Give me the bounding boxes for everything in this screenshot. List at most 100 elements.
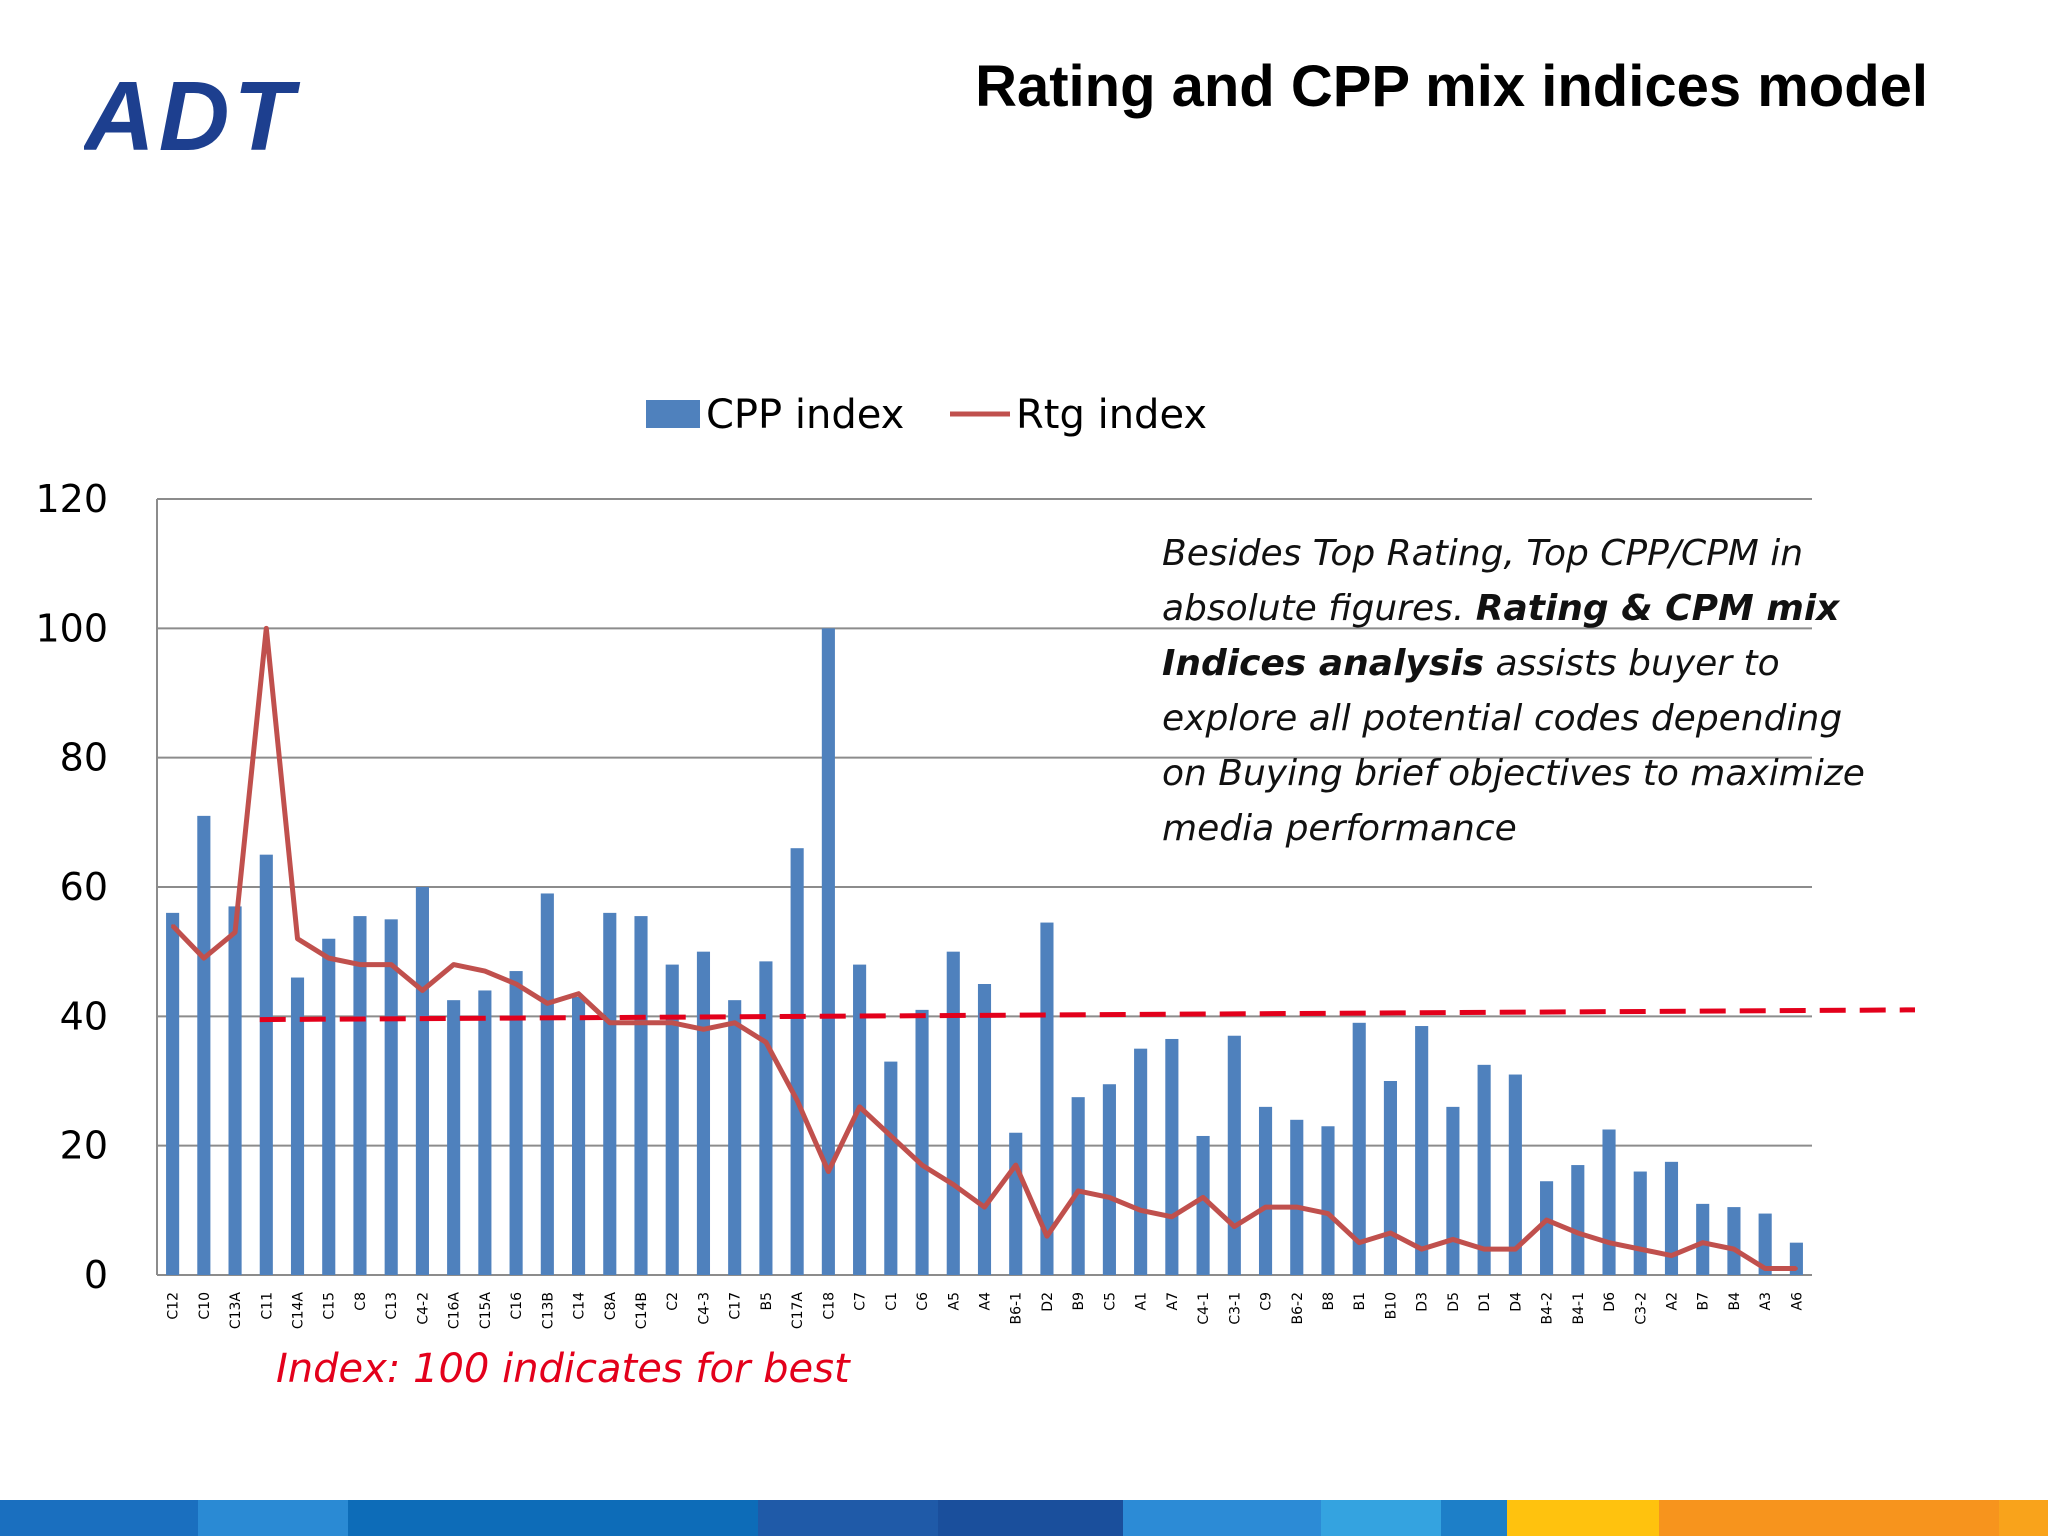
x-tick-label: A6: [1789, 1292, 1805, 1311]
point-rtg-index: [452, 963, 456, 967]
bar-cpp-index: [1415, 1026, 1429, 1275]
footer-color-bar: [0, 1500, 2048, 1536]
bar-cpp-index: [1540, 1181, 1554, 1275]
x-tick-label: B7: [1696, 1292, 1712, 1311]
bar-cpp-index: [1258, 1106, 1273, 1275]
bar-cpp-index: [228, 906, 242, 1275]
point-rtg-index: [1201, 1195, 1205, 1199]
x-tick-label: B4-1: [1571, 1292, 1587, 1324]
x-tick-label: C2: [665, 1292, 681, 1311]
point-rtg-index: [514, 982, 518, 986]
x-tick-label: C15: [322, 1292, 338, 1320]
x-tick-label: B1: [1352, 1292, 1368, 1311]
bar-cpp-index: [728, 1000, 742, 1275]
point-rtg-index: [296, 937, 300, 941]
point-rtg-index: [1014, 1163, 1018, 1167]
x-tick-label: B10: [1383, 1292, 1399, 1319]
point-rtg-index: [1545, 1218, 1549, 1222]
point-rtg-index: [826, 1170, 830, 1174]
footer-color-segment: [1999, 1500, 2048, 1536]
bar-cpp-index: [1727, 1207, 1741, 1275]
x-tick-label: C13A: [228, 1292, 244, 1330]
annotation-part2: assists buyer to explore all potential c…: [1162, 643, 1865, 849]
x-tick-label: C15A: [478, 1292, 494, 1330]
legend-label-rtg-index: Rtg index: [1016, 392, 1207, 438]
y-tick-label: 60: [60, 865, 108, 909]
bar-cpp-index: [1696, 1203, 1710, 1275]
point-rtg-index: [858, 1105, 862, 1109]
footer-color-segment: [758, 1500, 938, 1536]
legend-label-cpp-index: CPP index: [706, 392, 904, 438]
x-tick-label: C4-3: [696, 1292, 712, 1325]
combo-chart: 0 20 40 60 80 100 120 C12 C10 C13A C11 C14A C15 C8 C13…: [35, 392, 1916, 1330]
bar-cpp-index: [478, 990, 492, 1275]
bar-cpp-index: [166, 912, 180, 1275]
point-rtg-index: [1638, 1247, 1642, 1251]
x-tick-label: B9: [1071, 1292, 1087, 1311]
x-tick-label: D6: [1602, 1292, 1618, 1312]
bar-cpp-index: [1508, 1074, 1522, 1275]
annotation-bold: Rating & CPM mix Indices analysis: [1162, 588, 1840, 684]
point-rtg-index: [1045, 1234, 1049, 1238]
point-rtg-index: [358, 963, 362, 967]
x-tick-label: C13B: [540, 1292, 556, 1329]
x-tick-label: C17A: [790, 1292, 806, 1330]
x-tick-label: C8: [353, 1292, 369, 1311]
bar-cpp-index: [1477, 1064, 1491, 1275]
x-tick-label: A2: [1664, 1292, 1680, 1310]
bar-cpp-index: [1196, 1135, 1210, 1275]
point-rtg-index: [920, 1163, 924, 1167]
footer-color-segment: [0, 1500, 198, 1536]
y-tick-label: 100: [35, 606, 108, 650]
point-rtg-index: [1669, 1254, 1673, 1258]
point-rtg-index: [1732, 1247, 1736, 1251]
x-tick-label: C4-1: [1196, 1292, 1212, 1325]
y-tick-label: 80: [60, 736, 108, 780]
bar-cpp-index: [1102, 1084, 1116, 1275]
bar-cpp-index: [1352, 1022, 1366, 1275]
reference-dashed-line: [259, 1007, 1916, 1023]
bar-cpp-index: [353, 916, 367, 1275]
bar-cpp-index: [1134, 1048, 1148, 1275]
point-rtg-index: [483, 969, 487, 973]
x-tick-label: B6-1: [1009, 1292, 1025, 1324]
bar-cpp-index: [1227, 1035, 1241, 1275]
point-rtg-index: [889, 1134, 893, 1138]
bar-cpp-index: [1383, 1081, 1398, 1275]
x-tick-label: A3: [1758, 1292, 1774, 1310]
point-rtg-index: [1357, 1241, 1361, 1245]
x-tick-label: C17: [728, 1292, 744, 1320]
x-tick-label: C16A: [447, 1292, 463, 1330]
bar-cpp-index: [1071, 1097, 1085, 1275]
x-tick-label: A5: [946, 1292, 962, 1310]
bar-cpp-index: [540, 893, 554, 1275]
x-tick-label: B8: [1321, 1292, 1337, 1311]
legend-swatch-cpp-index: [646, 400, 700, 428]
x-tick-label: C14: [572, 1292, 588, 1320]
footer-color-segment: [198, 1500, 348, 1536]
x-tick-label: A7: [1165, 1292, 1181, 1310]
bar-cpp-index: [1633, 1171, 1647, 1275]
point-rtg-index: [1420, 1247, 1424, 1251]
point-rtg-index: [1076, 1189, 1080, 1193]
x-tick-label: C4-2: [415, 1292, 431, 1325]
bar-cpp-index: [1602, 1129, 1616, 1275]
point-rtg-index: [233, 930, 237, 934]
index-note: Index: 100 indicates for best: [276, 1346, 850, 1392]
bar-cpp-index: [696, 951, 711, 1275]
point-rtg-index: [1264, 1205, 1268, 1209]
annotation-text: Besides Top Rating, Top CPP/CPM in absol…: [1162, 526, 1882, 856]
bar-cpp-index: [915, 1009, 929, 1275]
point-rtg-index: [577, 992, 581, 996]
x-tick-label: C6: [915, 1292, 931, 1311]
bar-cpp-index: [853, 964, 867, 1275]
annotation-part1: Besides Top Rating, Top CPP/CPM in absol…: [1162, 533, 1804, 629]
bar-cpp-index: [1009, 1132, 1023, 1275]
x-tick-label: D4: [1508, 1292, 1524, 1312]
adt-logo: ADT: [81, 61, 380, 171]
point-rtg-index: [1451, 1237, 1455, 1241]
point-rtg-index: [1482, 1247, 1486, 1251]
point-rtg-index: [1107, 1195, 1111, 1199]
point-rtg-index: [202, 956, 206, 960]
adt-logo-text: ADT: [84, 70, 301, 158]
